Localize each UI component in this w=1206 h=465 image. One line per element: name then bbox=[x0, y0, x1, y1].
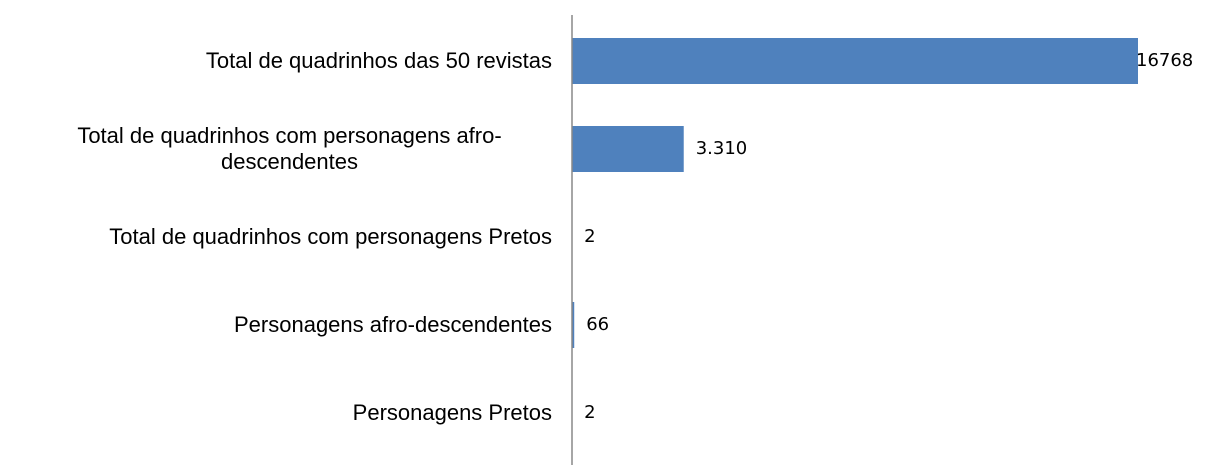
category-label-box: Personagens afro-descendentes bbox=[0, 281, 552, 369]
bar bbox=[572, 38, 1138, 84]
category-label-wrap: Personagens Pretos bbox=[0, 369, 552, 457]
category-label-box: Total de quadrinhos das 50 revistas bbox=[0, 17, 552, 105]
category-label-wrap: Total de quadrinhos com personagens Pret… bbox=[0, 193, 552, 281]
category-label-box: Total de quadrinhos com personagens afro… bbox=[0, 105, 552, 193]
value-label: 2 bbox=[584, 402, 595, 423]
category-label-box: Total de quadrinhos com personagens Pret… bbox=[0, 193, 552, 281]
category-label: Total de quadrinhos das 50 revistas bbox=[205, 48, 552, 73]
value-label: 16768 bbox=[1136, 50, 1193, 71]
value-label: 2 bbox=[584, 226, 595, 247]
category-label: Personagens afro-descendentes bbox=[234, 312, 552, 337]
category-label-wrap: Total de quadrinhos das 50 revistas bbox=[0, 17, 552, 105]
category-label: Total de quadrinhos com personagens afro… bbox=[77, 123, 502, 174]
value-label: 66 bbox=[586, 314, 609, 335]
category-label-wrap: Personagens afro-descendentes bbox=[0, 281, 552, 369]
value-label: 3.310 bbox=[696, 138, 748, 159]
category-label-wrap: Total de quadrinhos com personagens afro… bbox=[0, 105, 552, 193]
category-label: Personagens Pretos bbox=[352, 400, 552, 425]
category-label-box: Personagens Pretos bbox=[0, 369, 552, 457]
bar bbox=[572, 302, 575, 348]
bar bbox=[572, 126, 684, 172]
category-label: Total de quadrinhos com personagens Pret… bbox=[109, 224, 552, 249]
